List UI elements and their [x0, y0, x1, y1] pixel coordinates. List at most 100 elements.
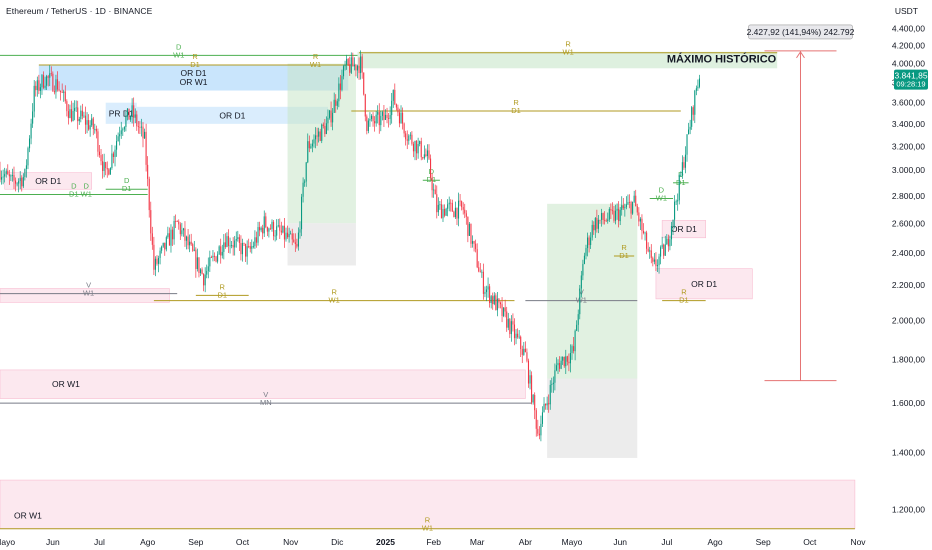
candle-body [204, 274, 206, 286]
candle-body [226, 236, 228, 247]
candle-body [283, 225, 285, 240]
candle-body [479, 271, 481, 273]
candle-body [495, 295, 497, 311]
candle-body [364, 94, 366, 117]
candle-body [506, 311, 508, 328]
level-label: D [176, 42, 182, 51]
candle-body [470, 223, 472, 244]
candle-body [182, 228, 184, 231]
candle-body [84, 115, 87, 125]
level-label: W1 [576, 296, 587, 305]
candle-body [604, 220, 606, 221]
candle-body [282, 225, 284, 233]
level-label: D [124, 176, 130, 185]
candle-body [574, 330, 576, 352]
candle-body [353, 64, 355, 67]
candle-body [689, 126, 691, 130]
candle-body [596, 218, 598, 229]
candle-body [593, 224, 595, 231]
candle-body [322, 124, 324, 126]
candle-body [232, 245, 234, 248]
candle-body [193, 249, 195, 251]
candle-body [392, 89, 394, 101]
x-tick-label: Ago [707, 537, 722, 547]
candle-body [409, 134, 411, 136]
candle-body [464, 209, 466, 214]
candle-body [563, 356, 565, 367]
level-label: W1 [310, 60, 321, 69]
candle-body [55, 79, 57, 93]
x-tick-label: Jun [46, 537, 60, 547]
candle-body [439, 204, 441, 206]
candle-body [554, 370, 556, 383]
candle-body [585, 248, 587, 256]
candle-body [255, 237, 258, 243]
candle-body [363, 72, 365, 95]
candle-body [361, 56, 363, 73]
candle-body [142, 126, 144, 139]
candle-body [179, 224, 181, 235]
candle-body [517, 333, 519, 338]
level-label: W1 [656, 193, 667, 202]
candle-body [442, 208, 444, 219]
candle-body [485, 289, 488, 293]
currency-label[interactable]: USDT [894, 6, 918, 16]
candle-body [330, 110, 332, 123]
candle-body [199, 269, 202, 274]
candle-body [25, 165, 27, 169]
candle-body [297, 232, 299, 247]
candle-body [210, 257, 212, 259]
zone-greybox-14 [547, 378, 638, 458]
candle-body [114, 149, 116, 158]
candle-body [636, 206, 638, 213]
candle-body [423, 154, 425, 159]
measure-arrow-icon [796, 50, 805, 59]
zone-greybox-12 [287, 223, 356, 266]
candle-body [580, 275, 582, 289]
level-label: D [429, 167, 435, 176]
level-label: MN [260, 398, 272, 407]
candle-body [406, 139, 408, 141]
candle-body [7, 170, 9, 175]
candle-body [304, 181, 306, 183]
candle-body [541, 412, 544, 424]
level-label: R [513, 98, 519, 107]
candle-body [69, 109, 71, 118]
candle-body [678, 175, 680, 201]
level-label: D1 [427, 175, 437, 184]
level-label: W1 [422, 524, 433, 533]
candle-body [548, 403, 550, 405]
candle-body [490, 296, 492, 303]
candle-body [126, 108, 129, 117]
x-tick-label: Dic [331, 537, 344, 547]
candle-body [293, 239, 295, 243]
level-label: R [331, 288, 337, 297]
candle-body [559, 362, 561, 369]
candle-body [350, 57, 352, 73]
candle-body [605, 220, 607, 222]
candle-body [102, 161, 104, 171]
candle-body [137, 126, 139, 128]
candle-body [454, 207, 456, 218]
candle-body [328, 110, 331, 118]
candle-body [86, 120, 88, 125]
candle-body [411, 134, 413, 144]
candle-body [0, 170, 1, 180]
candle-body [426, 150, 428, 157]
candle-body [434, 189, 436, 195]
candle-body [557, 362, 559, 366]
candle-body [49, 73, 51, 78]
candle-body [367, 120, 369, 131]
candle-body [122, 129, 124, 131]
candle-body [456, 207, 458, 219]
candle-body [185, 236, 188, 241]
y-tick-label: 2.600,00 [892, 218, 925, 228]
candle-body [153, 244, 155, 270]
candle-layer [0, 50, 701, 442]
candle-body [235, 238, 237, 241]
candle-body [562, 356, 564, 361]
candle-body [565, 356, 567, 367]
